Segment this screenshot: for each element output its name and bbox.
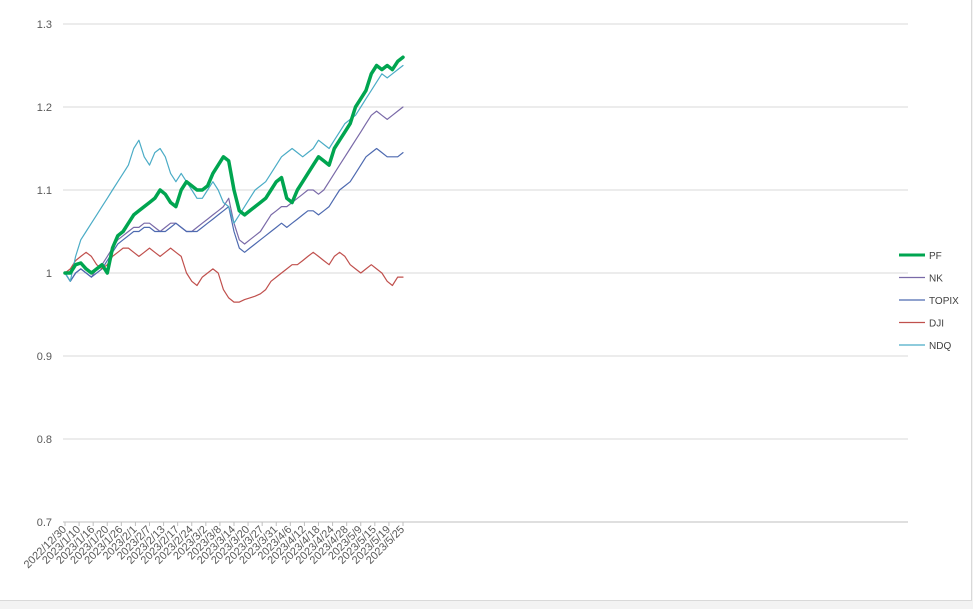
legend-label-pf: PF	[929, 251, 942, 262]
legend-label-topix: TOPIX	[929, 296, 959, 307]
series-line-topix	[64, 147, 404, 282]
series-line-dji	[64, 247, 404, 303]
legend: PF NK TOPIX DJI NDQ	[899, 251, 959, 352]
x-axis: 2022/12/302023/1/102023/1/162023/1/20202…	[22, 522, 407, 571]
legend-label-ndq: NDQ	[929, 341, 951, 352]
y-axis: 0.7 0.8 0.9 1 1.1 1.2 1.3	[37, 19, 52, 529]
series-line-pf	[63, 55, 405, 275]
y-tick-label: 1.2	[37, 102, 52, 114]
y-tick-label: 0.9	[37, 351, 52, 363]
series-line-ndq	[64, 64, 404, 282]
y-tick-label: 1.3	[37, 19, 52, 31]
legend-label-nk: NK	[929, 274, 943, 285]
legend-label-dji: DJI	[929, 319, 944, 330]
y-tick-label: 1.1	[37, 185, 52, 197]
y-tick-label: 0.8	[37, 434, 52, 446]
gridlines	[63, 23, 908, 523]
y-tick-label: 1	[46, 268, 52, 280]
series-lines	[63, 55, 405, 303]
y-tick-label: 0.7	[37, 517, 52, 529]
